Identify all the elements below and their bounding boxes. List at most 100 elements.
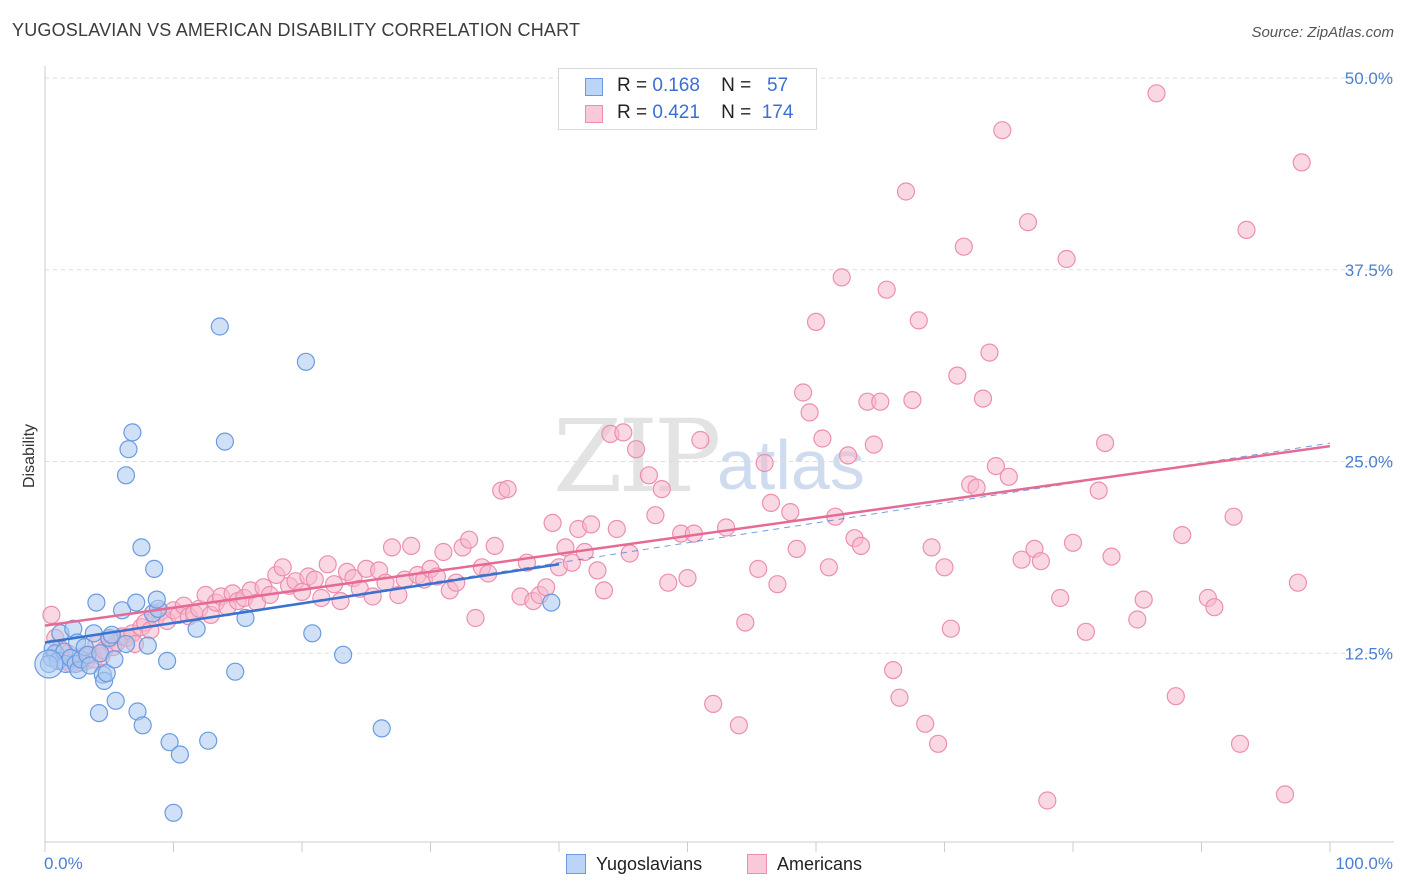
american-point <box>973 389 993 408</box>
source-credit: Source: ZipAtlas.com <box>1251 24 1394 41</box>
legend-r-label: R = <box>617 75 648 96</box>
legend-swatch-blue <box>585 78 603 96</box>
american-point <box>883 660 903 680</box>
american-point <box>1224 507 1243 526</box>
yugoslavian-point <box>199 731 218 750</box>
american-point <box>896 182 916 201</box>
american-point <box>639 466 659 485</box>
legend-r-value: 0.168 <box>652 75 700 96</box>
bottom-legend-swatch-blue <box>566 854 586 874</box>
american-point <box>1057 249 1076 269</box>
yugoslavian-point-large <box>34 649 64 679</box>
american-point <box>1102 547 1121 566</box>
american-point <box>460 530 479 549</box>
yugoslavian-point <box>542 593 561 612</box>
american-point <box>614 423 633 442</box>
y-tick-label: 50.0% <box>1345 69 1393 88</box>
yugoslavian-point <box>296 352 315 371</box>
american-point <box>941 619 961 638</box>
american-point <box>1095 434 1115 453</box>
american-point <box>1275 785 1295 804</box>
american-point <box>537 578 556 597</box>
american-point <box>890 688 909 707</box>
american-point <box>1288 573 1308 592</box>
american-point <box>916 714 935 733</box>
yugoslavian-point <box>89 703 109 723</box>
american-point <box>832 268 851 287</box>
americans-points <box>42 84 1311 810</box>
american-point <box>594 581 614 600</box>
yugoslavian-point <box>106 691 125 710</box>
gridlines <box>45 77 1394 654</box>
american-point <box>1237 220 1256 239</box>
american-point <box>980 343 999 362</box>
american-point <box>312 588 331 608</box>
legend-r-value: 0.421 <box>652 102 700 123</box>
american-point <box>851 536 871 556</box>
yugoslavian-point <box>303 624 322 643</box>
american-point <box>864 435 883 454</box>
american-point <box>1089 481 1108 500</box>
american-point <box>607 519 626 539</box>
legend-r-label: R = <box>617 102 648 123</box>
yugoslavian-point <box>372 719 391 738</box>
watermark-atlas: atlas <box>717 426 865 504</box>
american-point <box>1031 552 1051 571</box>
american-point <box>1012 550 1031 569</box>
stats-legend: R = 0.168 N = 57 R = 0.421 N = 174 <box>558 68 817 130</box>
american-point <box>736 613 755 632</box>
american-point <box>543 513 562 533</box>
legend-swatch-pink <box>585 105 603 123</box>
yugoslavian-point <box>210 317 229 336</box>
yugoslavian-point <box>147 590 166 609</box>
yugoslavian-point <box>334 645 353 664</box>
american-point <box>768 575 787 594</box>
american-point <box>588 561 607 580</box>
american-point <box>1173 525 1192 545</box>
trend-lines <box>44 442 1331 644</box>
american-point <box>626 440 646 459</box>
american-point <box>434 542 453 562</box>
yugoslavian-point <box>145 559 164 579</box>
american-point <box>652 480 671 499</box>
y-tick-label: 12.5% <box>1345 644 1393 663</box>
legend-n-value: 57 <box>767 75 789 96</box>
legend-n-label: N = <box>721 75 752 96</box>
yugoslavian-point <box>127 593 146 612</box>
chart-title: YUGOSLAVIAN VS AMERICAN DISABILITY CORRE… <box>12 20 581 40</box>
y-tick-labels: 12.5% 25.0% 37.5% 50.0% <box>1345 69 1393 663</box>
yugoslavian-point <box>226 662 245 681</box>
bottom-legend-yugoslavians: Yugoslavians <box>566 852 702 876</box>
american-point <box>781 502 800 522</box>
american-point <box>928 734 948 753</box>
american-point <box>813 429 832 448</box>
yugoslavian-point <box>105 650 124 669</box>
american-point <box>382 538 402 557</box>
american-point <box>562 553 582 572</box>
american-point <box>292 582 312 602</box>
axes <box>44 66 1394 843</box>
american-point <box>1051 588 1070 608</box>
american-point <box>42 605 61 625</box>
american-point <box>581 515 601 534</box>
american-point <box>1205 598 1224 617</box>
x-tick-marks <box>44 842 1331 852</box>
american-point <box>678 568 697 588</box>
american-point <box>498 480 517 499</box>
american-point <box>1292 153 1311 172</box>
american-point <box>729 716 749 735</box>
yugoslavian-point <box>132 538 151 557</box>
american-point <box>1166 687 1185 706</box>
bottom-legend-label-americans: Americans <box>777 853 863 874</box>
bottom-legend-label-yugoslavians: Yugoslavians <box>596 853 703 874</box>
american-point <box>935 558 954 577</box>
yugoslavian-point <box>87 593 106 612</box>
american-point <box>806 312 826 331</box>
yugoslavian-point <box>80 656 100 675</box>
yugoslavian-point <box>133 716 152 735</box>
bottom-legend-americans: Americans <box>747 852 862 876</box>
y-axis-label: Disability <box>21 424 38 488</box>
yugoslavians-trend-line <box>44 563 560 644</box>
bottom-legend-swatch-pink <box>747 854 767 874</box>
american-point <box>787 539 806 559</box>
